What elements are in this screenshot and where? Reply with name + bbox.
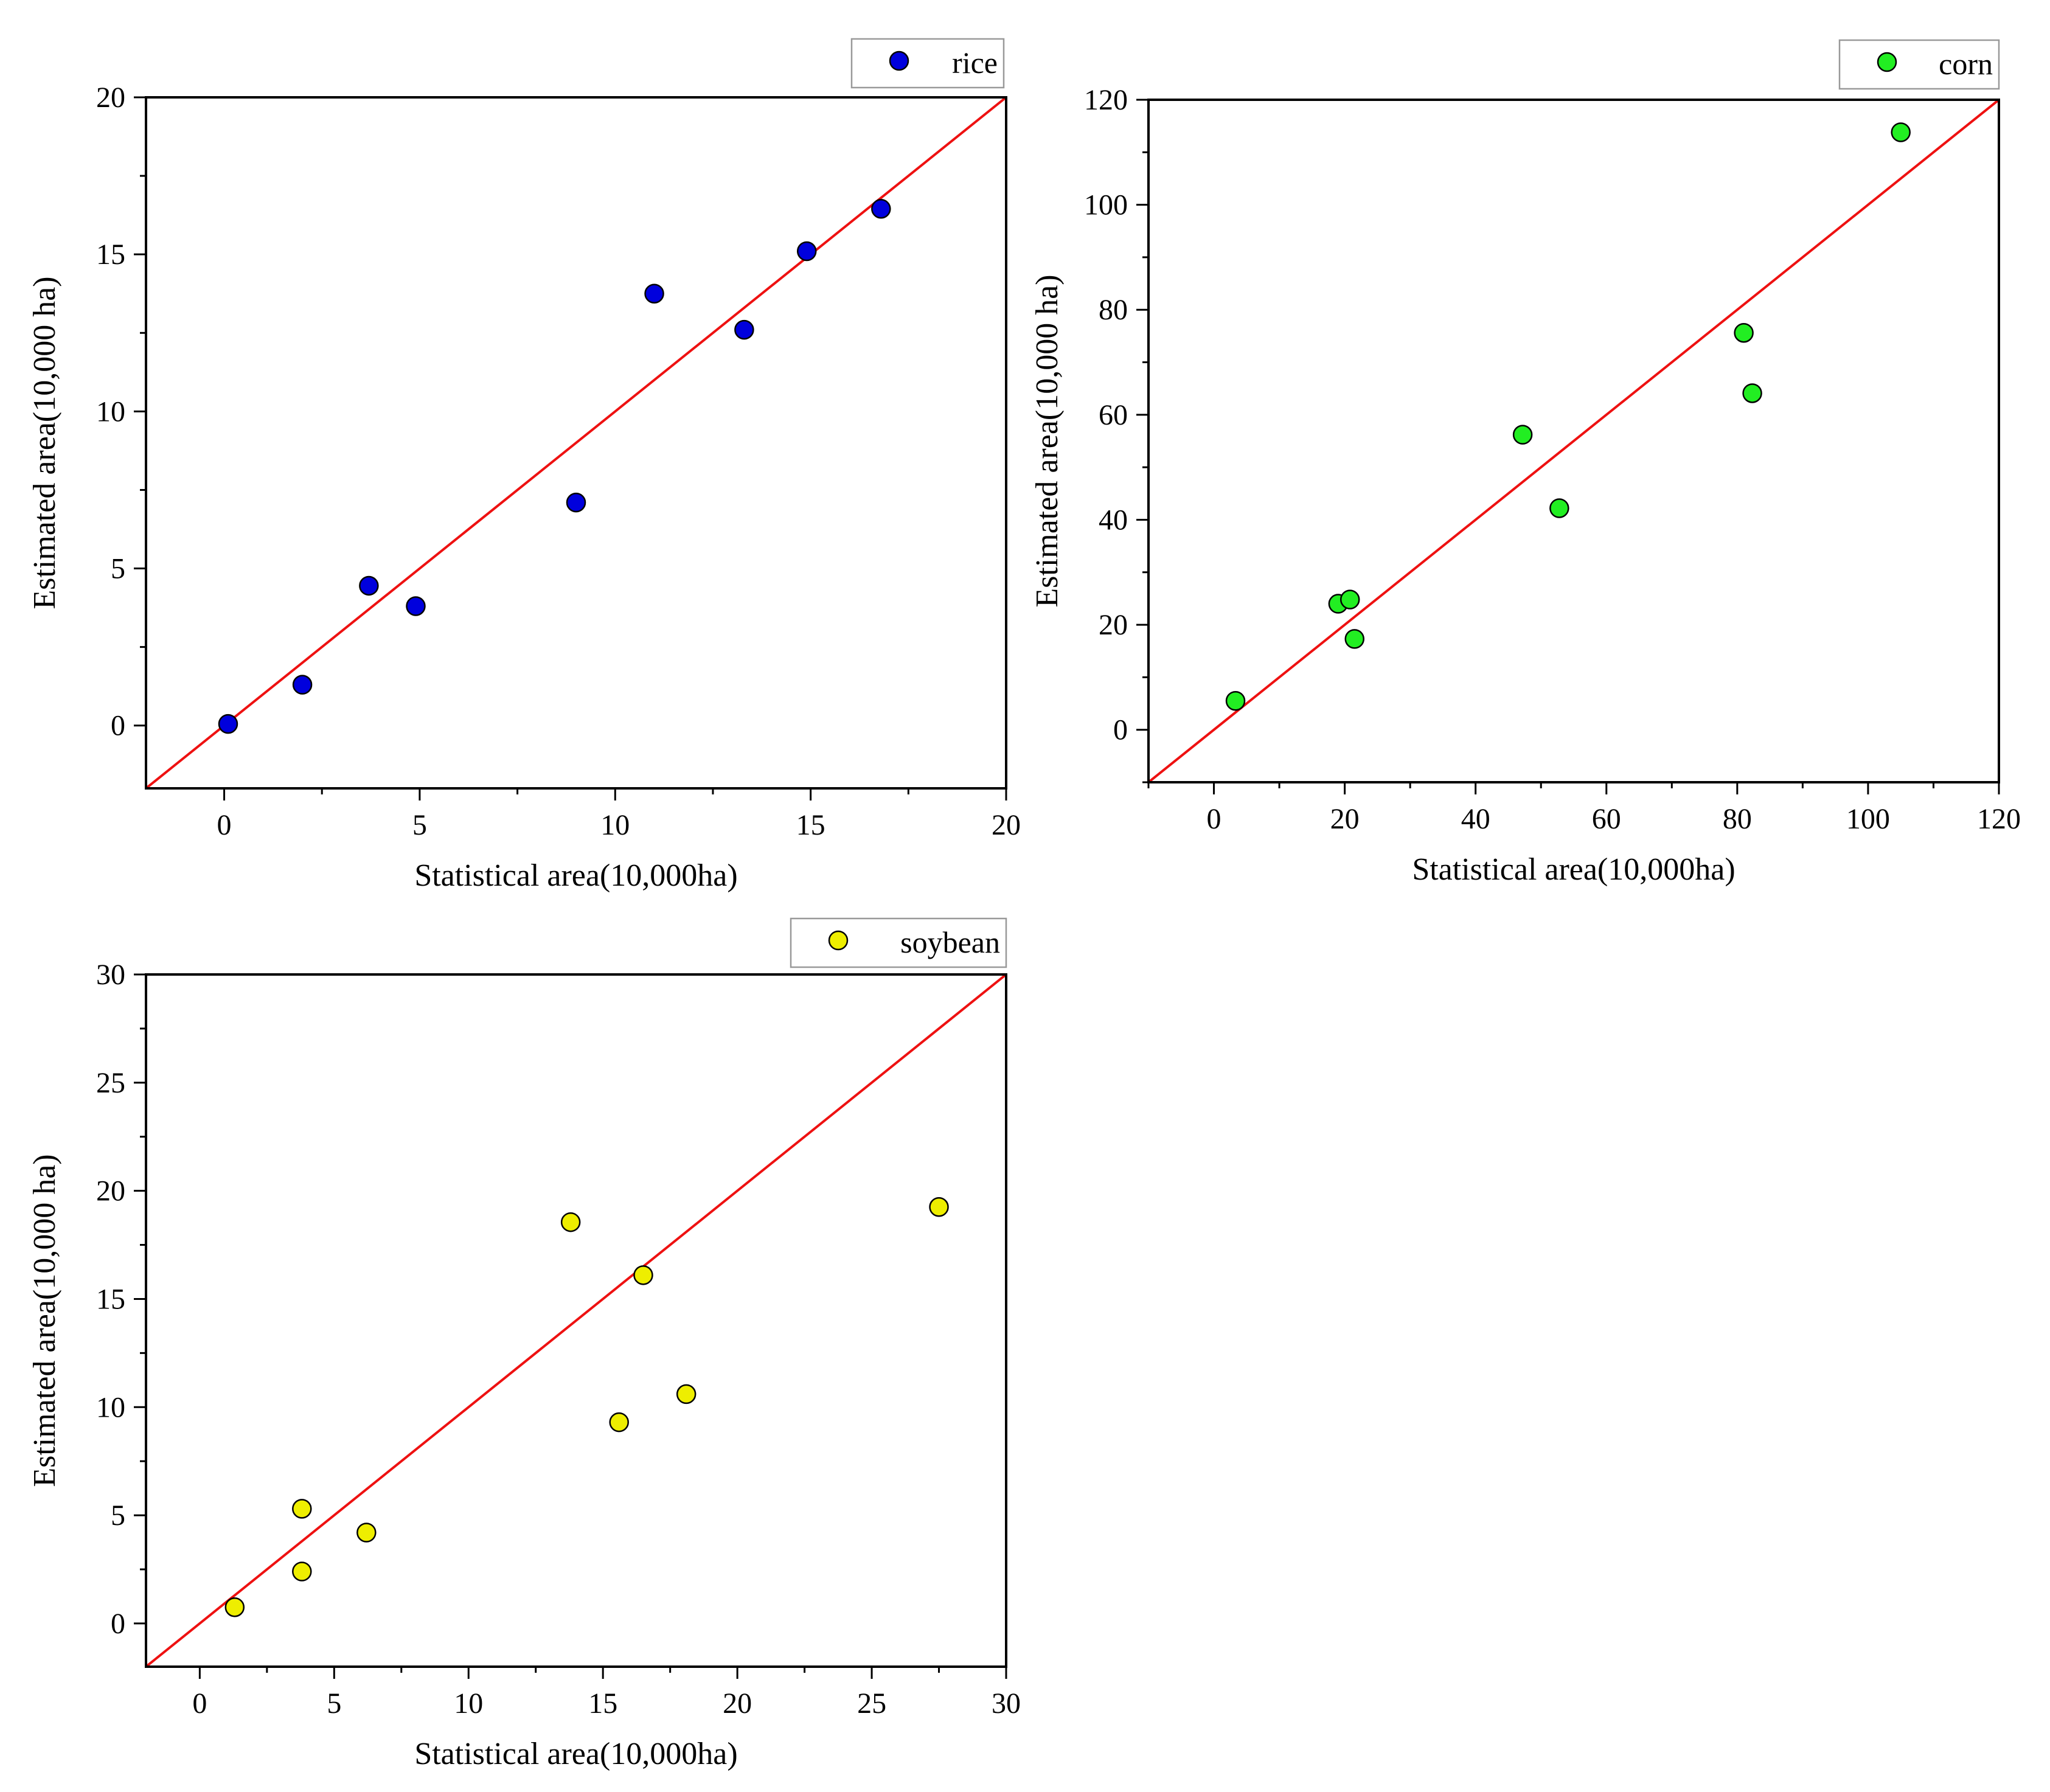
data-point [734, 319, 754, 340]
data-point [218, 714, 238, 734]
data-point [1891, 122, 1911, 142]
y-tick-label: 0 [111, 710, 125, 742]
x-tick-label: 20 [992, 809, 1021, 841]
x-tick-label: 10 [600, 809, 630, 841]
x-tick-label: 30 [992, 1687, 1021, 1720]
x-axis-title: Statistical area(10,000ha) [1412, 852, 1735, 887]
data-point [406, 596, 426, 616]
x-axis-title: Statistical area(10,000ha) [414, 858, 737, 893]
y-axis-title: Estimated area(10,000 ha) [1030, 274, 1065, 607]
legend: corn [1838, 39, 2000, 90]
y-tick-label: 100 [1084, 189, 1128, 221]
data-point [1512, 425, 1533, 445]
legend-box [1838, 39, 2000, 90]
data-point [292, 1499, 312, 1519]
data-point [359, 575, 379, 596]
data-point [566, 492, 586, 513]
legend-box [850, 38, 1005, 89]
plot-frame [145, 973, 1007, 1668]
y-tick-label: 0 [111, 1608, 125, 1640]
soybean-panel: 0 5 10 15 20 25 30 0 5 10 15 20 25 30 Statistical area… [27, 917, 1021, 1771]
x-tick-label: 5 [412, 809, 427, 841]
x-tick-label: 25 [857, 1687, 886, 1720]
data-point [560, 1212, 581, 1232]
legend: rice [850, 38, 1005, 89]
reference-line-1to1 [146, 974, 1006, 1667]
x-tick-label: 15 [796, 809, 825, 841]
x-tick-label: 100 [1846, 803, 1890, 835]
data-point [929, 1197, 949, 1217]
x-tick-label: 10 [454, 1687, 483, 1720]
data-point [1339, 589, 1360, 609]
legend-marker [1877, 52, 1897, 72]
data-point [224, 1597, 245, 1617]
plot-frame [145, 96, 1007, 790]
data-point [1734, 322, 1754, 343]
data-point [1344, 629, 1364, 649]
data-point [1549, 498, 1569, 518]
data-point [1225, 690, 1246, 711]
data-point [796, 241, 817, 262]
data-point [609, 1412, 629, 1433]
y-tick-label: 30 [96, 959, 125, 991]
x-tick-label: 20 [723, 1687, 752, 1720]
y-tick-label: 0 [1113, 714, 1128, 746]
x-tick-label: 120 [1977, 803, 2021, 835]
legend-box [790, 917, 1007, 968]
x-tick-label: 60 [1592, 803, 1621, 835]
x-tick-label: 80 [1723, 803, 1752, 835]
data-point [1742, 383, 1762, 403]
data-point [292, 1561, 312, 1582]
y-tick-label: 80 [1099, 294, 1128, 326]
data-point [356, 1523, 377, 1543]
corn-panel: 0 20 40 60 80 100 120 0 20 40 60 80 100 120 Statistica… [1030, 39, 2021, 887]
legend-label: soybean [900, 925, 1000, 959]
data-point [633, 1265, 653, 1285]
reference-line-1to1 [146, 97, 1006, 788]
legend-marker [889, 50, 909, 71]
y-tick-label: 5 [111, 553, 125, 585]
y-tick-label: 25 [96, 1067, 125, 1099]
rice-panel: 0 5 10 15 20 0 5 10 15 20 Statistical area(10,000h… [27, 38, 1021, 893]
data-point [676, 1384, 697, 1405]
legend-marker [828, 930, 849, 951]
y-tick-label: 60 [1099, 399, 1128, 431]
y-tick-label: 10 [96, 395, 125, 428]
y-tick-label: 15 [96, 238, 125, 271]
plot-frame [1147, 99, 2000, 783]
x-tick-label: 40 [1461, 803, 1490, 835]
x-tick-label: 0 [217, 809, 232, 841]
x-tick-label: 20 [1330, 803, 1360, 835]
data-point [644, 283, 664, 304]
y-tick-label: 40 [1099, 504, 1128, 536]
y-tick-label: 20 [96, 82, 125, 114]
y-axis-title: Estimated area(10,000 ha) [27, 1154, 62, 1487]
y-tick-label: 10 [96, 1391, 125, 1423]
x-axis-title: Statistical area(10,000ha) [414, 1737, 737, 1771]
reference-line-1to1 [1148, 100, 1999, 782]
y-axis-title: Estimated area(10,000 ha) [27, 276, 62, 609]
data-point [871, 199, 891, 219]
x-tick-label: 0 [192, 1687, 207, 1720]
y-tick-label: 20 [96, 1175, 125, 1207]
x-tick-label: 5 [327, 1687, 341, 1720]
data-point [292, 675, 313, 695]
x-tick-label: 15 [588, 1687, 617, 1720]
y-tick-label: 5 [111, 1499, 125, 1532]
legend-label: corn [1939, 47, 1993, 81]
legend-label: rice [952, 46, 998, 80]
x-tick-label: 0 [1207, 803, 1221, 835]
y-tick-label: 120 [1084, 84, 1128, 116]
y-tick-label: 15 [96, 1283, 125, 1315]
legend: soybean [790, 917, 1007, 968]
y-tick-label: 20 [1099, 609, 1128, 641]
